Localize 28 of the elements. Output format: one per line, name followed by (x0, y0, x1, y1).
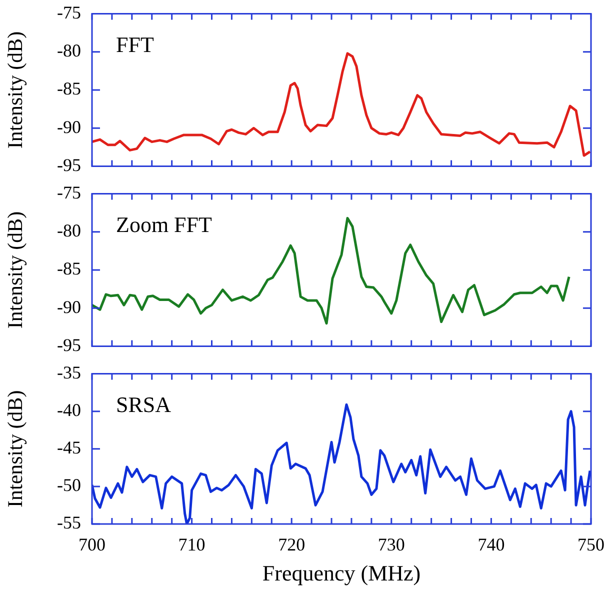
y-tick-label: -90 (57, 296, 81, 317)
y-tick-label: -80 (57, 40, 81, 61)
y-axis-title: Intensity (dB) (3, 390, 28, 508)
x-tick-label: 740 (478, 534, 505, 555)
x-axis-title: Frequency (MHz) (262, 560, 421, 586)
y-axis-title: Intensity (dB) (3, 211, 28, 329)
y-tick-label: -85 (57, 258, 81, 279)
y-tick-label: -55 (57, 512, 81, 533)
text: FFT (116, 32, 154, 57)
y-tick-label: -35 (57, 362, 81, 383)
y-axis-title: Intensity (dB) (3, 31, 28, 149)
y-tick-label: -40 (57, 400, 81, 420)
y-tick-label: -90 (57, 116, 81, 137)
x-tick-label: 750 (578, 534, 604, 555)
y-tick-label: -75 (57, 182, 81, 203)
x-tick-label: 710 (178, 534, 206, 555)
y-tick-label: -80 (57, 220, 81, 241)
y-tick-label: -45 (57, 438, 81, 458)
y-tick-label: -50 (57, 475, 81, 496)
text: SRSA (116, 392, 172, 417)
y-tick-label: -95 (57, 334, 81, 355)
text: Zoom FFT (116, 212, 213, 237)
x-tick-label: 730 (378, 534, 405, 555)
y-tick-label: -85 (57, 78, 81, 99)
y-tick-label: -95 (57, 154, 81, 175)
x-tick-label: 700 (78, 534, 106, 555)
x-tick-label: 720 (278, 534, 306, 555)
y-tick-label: -75 (57, 2, 81, 23)
